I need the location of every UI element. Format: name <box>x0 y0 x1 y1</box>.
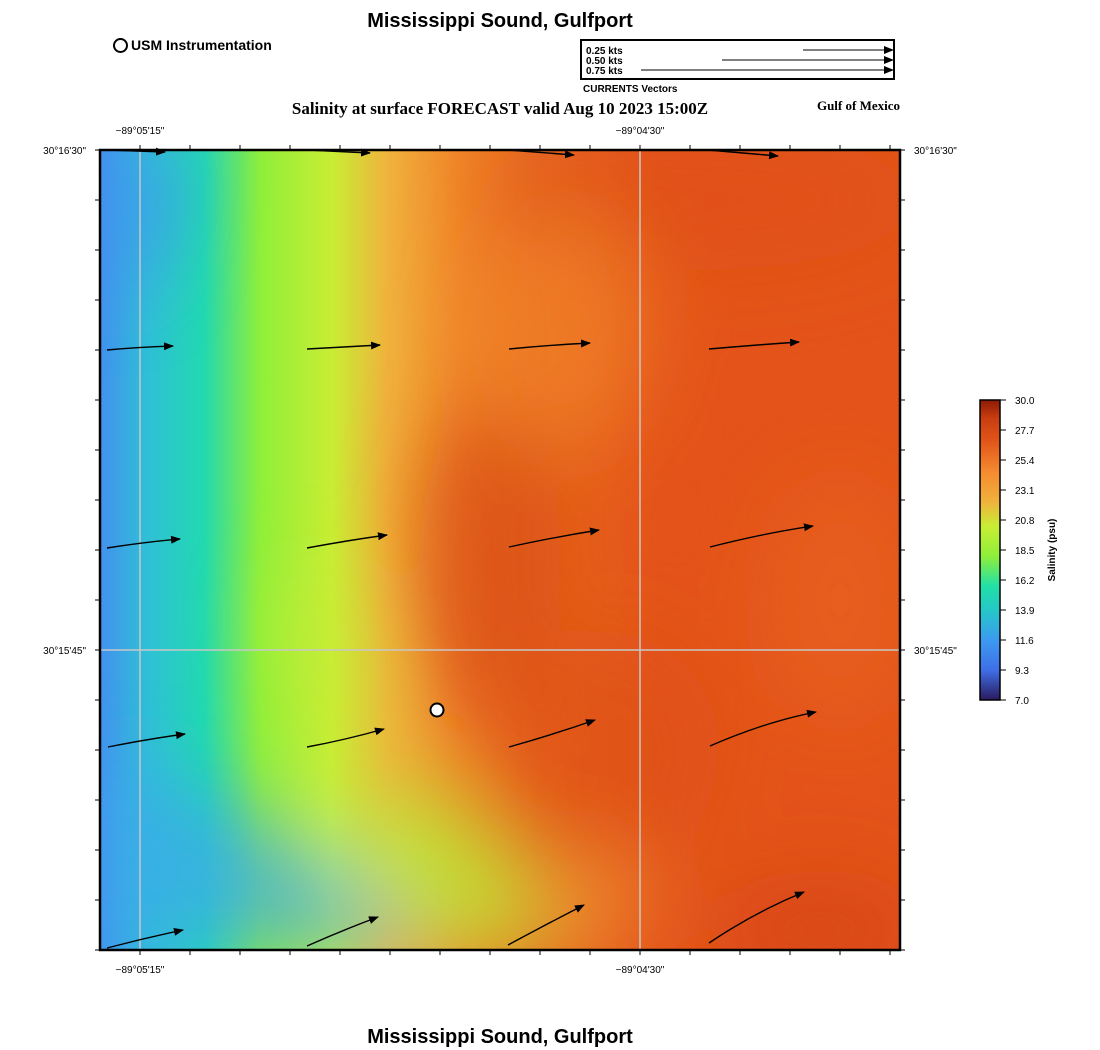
station-legend: USM Instrumentation <box>113 37 272 53</box>
colorbar-tick-label: 23.1 <box>1015 486 1035 497</box>
colorbar: 30.0 27.7 25.4 23.1 20.8 18.5 16.2 13.9 … <box>979 396 1058 707</box>
salinity-field <box>100 150 900 950</box>
lon-label-bottom-2: −89°04'30" <box>616 965 665 976</box>
current-vector <box>306 532 388 549</box>
graticule <box>100 150 900 950</box>
current-vector <box>508 719 596 748</box>
current-vector <box>306 727 385 748</box>
footer-title: Mississippi Sound, Gulfport <box>367 1026 633 1048</box>
colorbar-tick-label: 7.0 <box>1015 696 1029 707</box>
current-vector <box>107 731 186 748</box>
colorbar-tick-label: 30.0 <box>1015 396 1035 407</box>
lat-label-left-1: 30°16'30" <box>43 146 86 157</box>
vector-legend-caption: CURRENTS Vectors <box>583 84 678 95</box>
current-vector <box>709 709 817 747</box>
current-vectors <box>106 147 817 949</box>
current-vector <box>708 891 805 944</box>
current-vector <box>106 927 184 949</box>
vector-legend-label-2: 0.50 kts <box>586 56 623 67</box>
lat-label-right-1: 30°16'30" <box>914 146 957 157</box>
lon-label-top-2: −89°04'30" <box>616 126 665 137</box>
colorbar-tick-label: 25.4 <box>1015 456 1035 467</box>
page-title: Mississippi Sound, Gulfport <box>367 10 633 32</box>
colorbar-tick-label: 18.5 <box>1015 546 1035 557</box>
lon-label-bottom-1: −89°05'15" <box>116 965 165 976</box>
colorbar-title: Salinity (psu) <box>1047 519 1058 582</box>
frame-ticks <box>95 145 905 955</box>
vector-legend-label-1: 0.25 kts <box>586 46 623 57</box>
colorbar-tick-label: 13.9 <box>1015 606 1035 617</box>
colorbar-tick-label: 20.8 <box>1015 516 1035 527</box>
current-vector <box>507 904 585 946</box>
lon-label-top-1: −89°05'15" <box>116 126 165 137</box>
lat-label-left-2: 30°15'45" <box>43 646 86 657</box>
lat-label-right-2: 30°15'45" <box>914 646 957 657</box>
current-vector <box>306 916 379 947</box>
vector-legend-label-3: 0.75 kts <box>586 66 623 77</box>
station-legend-label: USM Instrumentation <box>131 37 272 53</box>
current-vector <box>508 527 600 548</box>
colorbar-tick-label: 16.2 <box>1015 576 1035 587</box>
station-marker-icon[interactable] <box>429 702 445 718</box>
current-vector <box>106 535 181 549</box>
current-vector <box>708 338 800 350</box>
vector-legend: 0.25 kts 0.50 kts 0.75 kts <box>580 39 895 80</box>
station-marker-icon <box>113 37 128 53</box>
colorbar-tick-label: 9.3 <box>1015 666 1029 677</box>
current-vector <box>709 523 814 548</box>
colorbar-tick-label: 27.7 <box>1015 426 1035 437</box>
region-label: Gulf of Mexico <box>816 98 900 113</box>
current-vector <box>508 339 591 350</box>
colorbar-tick-label: 11.6 <box>1015 636 1034 647</box>
map-subtitle: Salinity at surface FORECAST valid Aug 1… <box>291 99 709 118</box>
colorbar-gradient <box>979 399 1001 701</box>
salinity-variations <box>100 150 900 950</box>
current-vector <box>306 341 381 350</box>
current-vector <box>106 342 174 351</box>
